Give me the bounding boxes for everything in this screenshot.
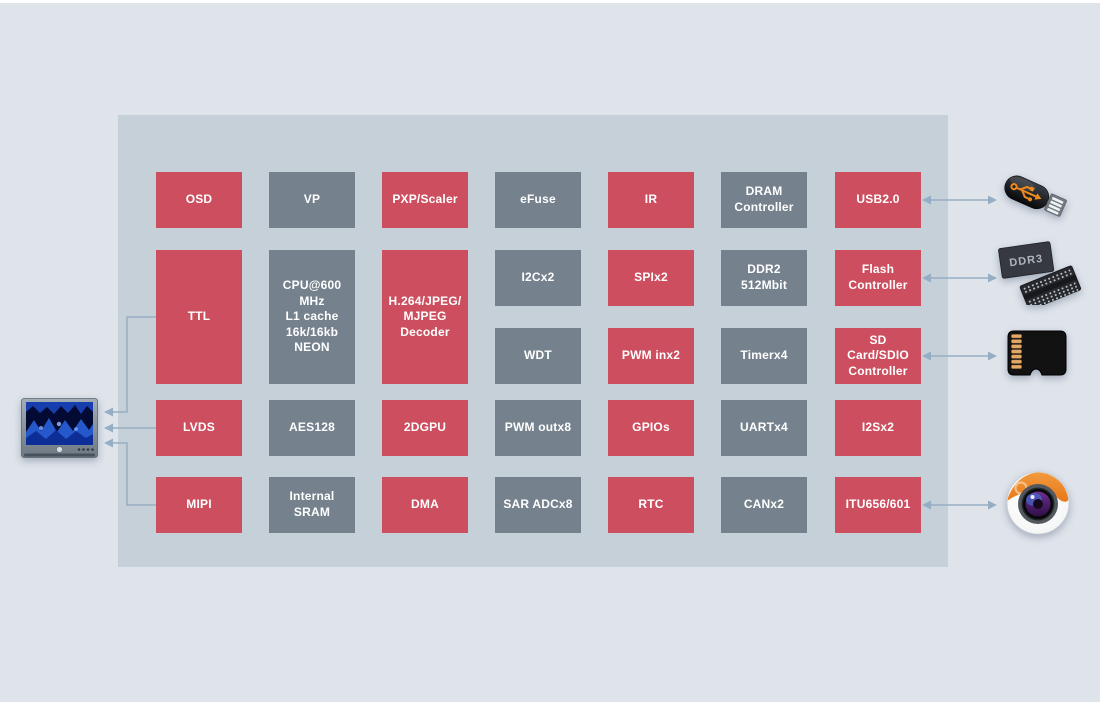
block-label: SPIx2 bbox=[634, 270, 668, 285]
block-label: LVDS bbox=[183, 420, 215, 435]
block-dma: DMA bbox=[382, 477, 468, 533]
monitor-icon bbox=[21, 398, 98, 458]
block-label: UARTx4 bbox=[740, 420, 788, 435]
block-can: CANx2 bbox=[721, 477, 807, 533]
block-label: VP bbox=[303, 192, 321, 207]
block-i2c: I2Cx2 bbox=[495, 250, 581, 306]
block-label: SD Card/SDIO Controller bbox=[847, 332, 909, 378]
block-label: CPU@600 MHz L1 cache 16k/16kb NEON bbox=[282, 278, 342, 355]
block-gpios: GPIOs bbox=[608, 400, 694, 456]
block-ttl: TTL bbox=[156, 250, 242, 384]
block-label: 2DGPU bbox=[403, 420, 447, 435]
block-label: PWM outx8 bbox=[504, 420, 572, 435]
block-label: PXP/Scaler bbox=[392, 192, 458, 207]
block-label: Flash Controller bbox=[848, 262, 908, 292]
block-ir: IR bbox=[608, 172, 694, 228]
block-dram-controller: DRAM Controller bbox=[721, 172, 807, 228]
block-rtc: RTC bbox=[608, 477, 694, 533]
block-lvds: LVDS bbox=[156, 400, 242, 456]
block-efuse: eFuse bbox=[495, 172, 581, 228]
block-label: DRAM Controller bbox=[734, 184, 794, 214]
camera-icon bbox=[1006, 471, 1070, 535]
block-timer: Timerx4 bbox=[721, 328, 807, 384]
block-wdt: WDT bbox=[495, 328, 581, 384]
block-label: RTC bbox=[638, 497, 664, 512]
block-sd-sdio-controller: SD Card/SDIO Controller bbox=[835, 328, 921, 384]
block-label: IR bbox=[644, 192, 658, 207]
block-uart: UARTx4 bbox=[721, 400, 807, 456]
block-h264-decoder: H.264/JPEG/ MJPEG Decoder bbox=[382, 250, 468, 384]
block-aes128: AES128 bbox=[269, 400, 355, 456]
ddr3-chip-label: DDR3 bbox=[1009, 253, 1044, 270]
block-label: CANx2 bbox=[743, 497, 785, 512]
block-usb2: USB2.0 bbox=[835, 172, 921, 228]
block-label: USB2.0 bbox=[856, 192, 900, 207]
block-i2s: I2Sx2 bbox=[835, 400, 921, 456]
ddr3-chip-icon: DDR3 bbox=[998, 237, 1082, 311]
block-label: H.264/JPEG/ MJPEG Decoder bbox=[388, 293, 462, 339]
block-itu656-601: ITU656/601 bbox=[835, 477, 921, 533]
micro-sd-card-icon bbox=[1006, 329, 1068, 377]
block-label: I2Sx2 bbox=[861, 420, 895, 435]
block-label: DDR2 512Mbit bbox=[740, 262, 788, 292]
block-spi: SPIx2 bbox=[608, 250, 694, 306]
block-2dgpu: 2DGPU bbox=[382, 400, 468, 456]
block-label: AES128 bbox=[289, 420, 335, 435]
block-cpu: CPU@600 MHz L1 cache 16k/16kb NEON bbox=[269, 250, 355, 384]
diagram-canvas: OSD VP PXP/Scaler eFuse IR DRAM Controller USB… bbox=[0, 3, 1100, 702]
block-pwm-in: PWM inx2 bbox=[608, 328, 694, 384]
block-flash-controller: Flash Controller bbox=[835, 250, 921, 306]
block-pwm-out: PWM outx8 bbox=[495, 400, 581, 456]
block-label: TTL bbox=[187, 309, 211, 324]
block-label: GPIOs bbox=[632, 420, 670, 435]
block-label: I2Cx2 bbox=[521, 270, 555, 285]
block-label: Timerx4 bbox=[740, 348, 788, 363]
block-pxp-scaler: PXP/Scaler bbox=[382, 172, 468, 228]
block-label: SAR ADCx8 bbox=[503, 497, 573, 512]
block-label: WDT bbox=[524, 348, 552, 363]
block-vp: VP bbox=[269, 172, 355, 228]
block-label: Internal SRAM bbox=[289, 489, 335, 519]
block-mipi: MIPI bbox=[156, 477, 242, 533]
block-label: DMA bbox=[411, 497, 439, 512]
block-label: MIPI bbox=[186, 497, 212, 512]
block-internal-sram: Internal SRAM bbox=[269, 477, 355, 533]
block-osd: OSD bbox=[156, 172, 242, 228]
block-ddr2: DDR2 512Mbit bbox=[721, 250, 807, 306]
block-label: PWM inx2 bbox=[621, 348, 681, 363]
block-label: OSD bbox=[185, 192, 213, 207]
block-label: ITU656/601 bbox=[845, 497, 911, 512]
block-sar-adc: SAR ADCx8 bbox=[495, 477, 581, 533]
usb-flash-drive-icon bbox=[997, 168, 1075, 230]
block-label: eFuse bbox=[520, 192, 556, 207]
